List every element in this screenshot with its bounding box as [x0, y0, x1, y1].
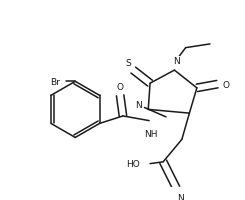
Text: Br: Br [50, 77, 60, 86]
Text: N: N [173, 57, 180, 66]
Text: S: S [126, 59, 132, 68]
Text: N: N [135, 101, 142, 110]
Text: N: N [178, 193, 184, 200]
Text: HO: HO [126, 159, 140, 168]
Text: NH: NH [144, 130, 158, 139]
Text: O: O [117, 83, 124, 92]
Text: O: O [222, 80, 229, 89]
